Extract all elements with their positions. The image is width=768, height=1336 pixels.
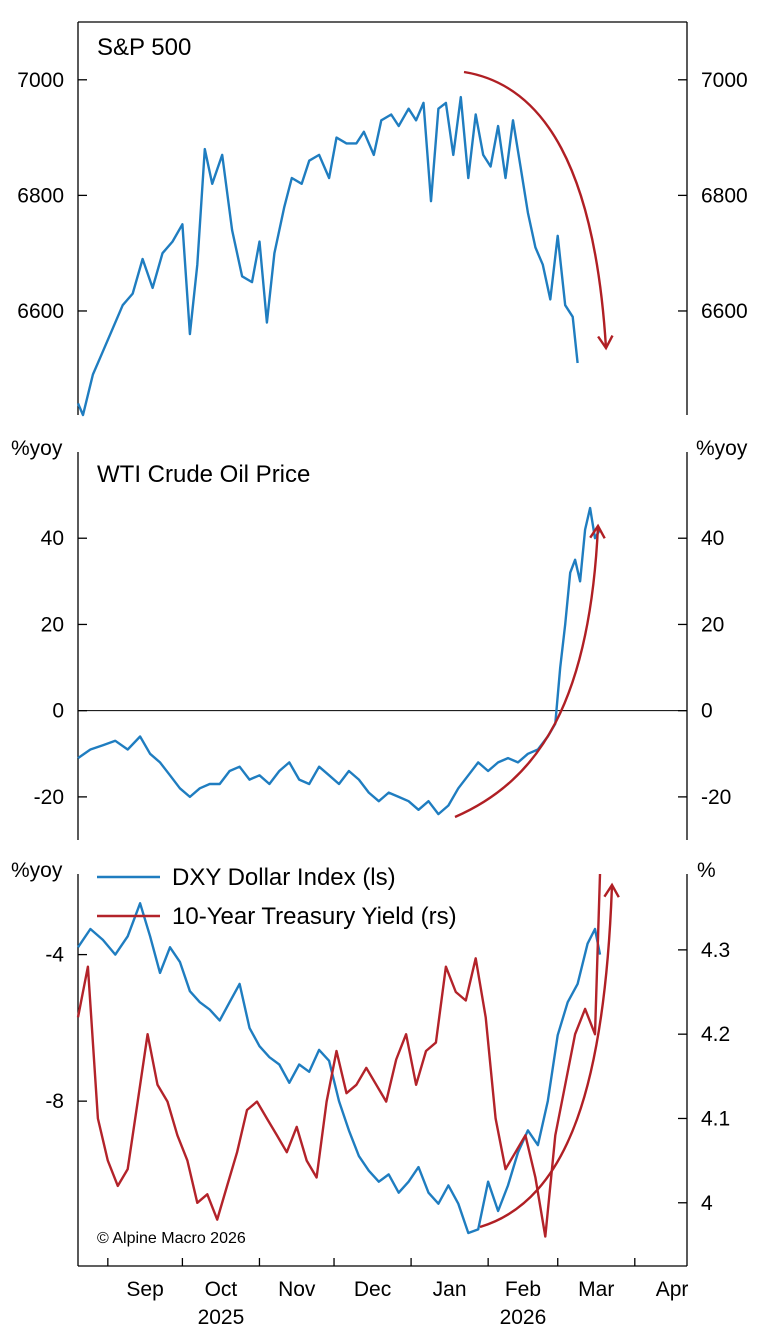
panel3-right-tick-label: 4.1 [701,1107,730,1130]
panel3-right-unit: % [697,859,716,882]
panel2-left-tick-label: 40 [41,527,64,550]
panel1-right-tick-label: 6600 [701,300,748,323]
panel2-right-tick-label: 40 [701,527,724,550]
x-month-label: Dec [354,1278,391,1301]
legend-label-dxy: DXY Dollar Index (ls) [172,864,396,891]
x-month-label: Feb [505,1278,541,1301]
x-month-label: Apr [656,1278,689,1301]
panel3-right-tick-label: 4.3 [701,939,730,962]
legend: DXY Dollar Index (ls) 10-Year Treasury Y… [97,864,457,930]
panel2-left-tick-label: 20 [41,613,64,636]
panel3-right-tick-label: 4 [701,1192,713,1215]
x-month-label: Jan [433,1278,467,1301]
panel2-left-tick-label: -20 [34,786,64,809]
x-year-label: 2025 [198,1306,245,1329]
panel1-arrow-curve [463,70,608,349]
panel2-right-tick-label: 20 [701,613,724,636]
panel1-down-arrow [463,70,614,351]
panel2-arrow-curve [454,525,600,819]
copyright-text: © Alpine Macro 2026 [97,1230,246,1247]
panel2-right-tick-label: 0 [701,700,713,723]
panel3-left-tick-label: -4 [45,944,64,967]
panel3-arrowhead [603,882,620,898]
panel1-ticks: 6600 6600 6800 6800 7000 7000 [17,69,747,323]
panel1-right-tick-label: 6800 [701,184,748,207]
panel3-left-tick-label: -8 [45,1090,64,1113]
panel2-up-arrow [454,523,606,819]
panel2-left-tick-label: 0 [52,700,64,723]
panel-dxy-yield: %yoy % -4 -8 4 4.1 4.2 4.3 Sep Oct Nov Dec Jan Feb… [11,859,730,1329]
panel1-right-tick-label: 7000 [701,69,748,92]
panel2-arrowhead [589,523,606,539]
panel1-left-tick-label: 6800 [17,184,64,207]
panel1-title: S&P 500 [97,34,191,61]
x-month-label: Sep [126,1278,163,1301]
panel1-left-tick-label: 7000 [17,69,64,92]
x-axis-ticks: Sep Oct Nov Dec Jan Feb Mar Apr 2025 2026 [107,1258,689,1329]
panel2-ticks: -20 -20 0 0 20 20 40 40 [34,527,732,809]
panel-sp500: 6600 6600 6800 6800 7000 7000 S&P 500 [17,21,748,417]
panel3-left-unit: %yoy [11,859,63,882]
x-month-label: Nov [278,1278,316,1301]
panel2-right-tick-label: -20 [701,786,731,809]
x-month-label: Mar [578,1278,614,1301]
wti-line [77,506,602,816]
panel3-arrow-curve [479,884,614,1229]
treasury-yield-line [76,873,602,1238]
panel-wti: %yoy %yoy -20 -20 0 0 20 20 40 40 WTI Crude Oil… [11,437,748,840]
panel2-left-unit: %yoy [11,437,63,460]
x-month-label: Oct [205,1278,238,1301]
panel1-left-tick-label: 6600 [17,300,64,323]
panel2-right-unit: %yoy [696,437,748,460]
panel3-right-tick-label: 4.2 [701,1023,730,1046]
dxy-line [77,902,602,1235]
panel2-title: WTI Crude Oil Price [97,461,310,488]
legend-label-yield: 10-Year Treasury Yield (rs) [172,903,457,930]
panel1-arrowhead [597,335,614,351]
x-year-label: 2026 [500,1306,547,1329]
panel3-ticks: -4 -8 4 4.1 4.2 4.3 [45,939,730,1215]
sp500-line [76,95,579,417]
panel3-up-arrow [479,882,620,1229]
